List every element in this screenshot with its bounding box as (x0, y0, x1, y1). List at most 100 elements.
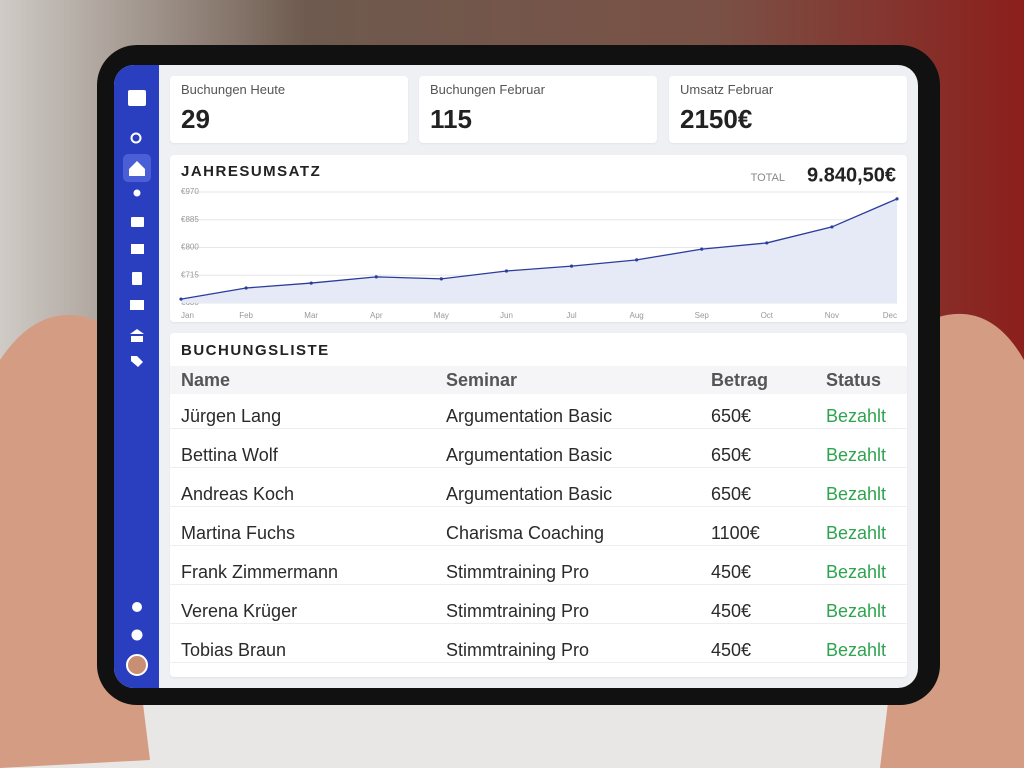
home-icon[interactable] (129, 161, 145, 176)
row-separator (170, 428, 907, 429)
y-tick-label: €800 (181, 243, 199, 252)
table-cell: Stimmtraining Pro (446, 640, 590, 660)
x-tick-label: Aug (630, 311, 644, 320)
money-icon[interactable] (130, 300, 144, 310)
status: Bezahlt (826, 523, 887, 543)
point (374, 275, 378, 279)
point (700, 247, 704, 251)
point (569, 264, 574, 268)
table-cell: Andreas Koch (181, 484, 295, 504)
stat-card: Buchungen Heute 29 (170, 76, 408, 143)
table-cell: Martina Fuchs (181, 523, 296, 543)
row-separator (170, 662, 907, 663)
point (179, 297, 183, 301)
point (830, 225, 834, 229)
table-cell: 650€ (711, 484, 752, 504)
table-cell: Bettina Wolf (181, 445, 278, 465)
table-cell: Stimmtraining Pro (446, 601, 590, 621)
status: Bezahlt (826, 484, 887, 504)
table-cell: 1100€ (711, 523, 760, 543)
mail-icon[interactable] (131, 244, 144, 254)
row-separator (170, 584, 907, 585)
user-icon[interactable] (133, 189, 141, 197)
x-tick-label: Apr (370, 311, 383, 320)
row-separator (170, 545, 907, 546)
x-tick-label: Oct (761, 311, 774, 320)
table-cell: Stimmtraining Pro (446, 562, 590, 582)
column-header: Status (826, 370, 882, 390)
point (309, 281, 313, 285)
table-cell: Tobias Braun (181, 640, 287, 660)
x-tick-label: Mar (304, 311, 318, 320)
tag-icon[interactable] (131, 356, 143, 367)
x-tick-label: Sep (695, 311, 710, 320)
status: Bezahlt (826, 445, 887, 465)
status: Bezahlt (826, 406, 887, 426)
table-header (170, 366, 907, 394)
help-icon[interactable] (131, 629, 143, 641)
point (765, 241, 769, 245)
table-cell: Verena Krüger (181, 601, 298, 621)
stat-value: 29 (181, 104, 210, 134)
chart-card: JAHRESUMSATZ TOTAL 9.840,50€ €630€715€80… (170, 155, 907, 322)
total-label: TOTAL (751, 172, 785, 184)
column-header: Betrag (711, 370, 769, 390)
ticket-icon[interactable] (131, 217, 144, 227)
logo[interactable] (128, 90, 146, 106)
table-card: BUCHUNGSLISTE Name Seminar Betrag Status Jür… (170, 333, 907, 677)
y-tick-label: €715 (181, 270, 199, 279)
table-cell: 450€ (711, 601, 752, 621)
table-title: BUCHUNGSLISTE (181, 342, 330, 359)
search-icon[interactable] (130, 132, 142, 144)
x-tick-label: Feb (239, 311, 253, 320)
table-cell: Argumentation Basic (446, 445, 613, 465)
y-tick-label: €885 (181, 215, 199, 224)
x-tick-label: Jan (181, 311, 194, 320)
table-cell: 650€ (711, 445, 752, 465)
table-cell: Argumentation Basic (446, 406, 613, 426)
x-tick-label: Dec (883, 311, 897, 320)
table-cell: 650€ (711, 406, 752, 426)
table-cell: Jürgen Lang (181, 406, 282, 426)
stat-label: Buchungen Heute (181, 82, 286, 97)
bank-icon[interactable] (130, 329, 144, 342)
invoice-icon[interactable] (132, 272, 142, 285)
x-tick-label: Nov (825, 311, 839, 320)
total-value: 9.840,50€ (807, 164, 896, 186)
table-cell: 450€ (711, 562, 752, 582)
row-separator (170, 506, 907, 507)
x-tick-label: Jul (566, 311, 576, 320)
table-cell: Charisma Coaching (446, 523, 605, 543)
chart: JAHRESUMSATZ TOTAL 9.840,50€ €630€715€80… (179, 163, 899, 320)
stat-label: Buchungen Februar (430, 82, 545, 97)
stat-card: Umsatz Februar 2150€ (669, 76, 907, 143)
table-cell: Argumentation Basic (446, 484, 613, 504)
point (504, 269, 509, 273)
stat-value: 2150€ (680, 104, 753, 134)
stat-value: 115 (430, 104, 472, 134)
table-cell: 450€ (711, 640, 752, 660)
sidebar (114, 65, 159, 688)
y-tick-label: €970 (181, 187, 199, 196)
column-header: Seminar (446, 370, 518, 390)
stat-card: Buchungen Februar 115 (419, 76, 657, 143)
status: Bezahlt (826, 601, 887, 621)
avatar[interactable] (126, 654, 148, 676)
table-cell: Frank Zimmermann (181, 562, 339, 582)
x-tick-label: Jun (500, 311, 513, 320)
row-separator (170, 623, 907, 624)
line (180, 198, 898, 300)
area (181, 198, 897, 303)
point (895, 197, 899, 201)
point (439, 277, 443, 281)
stat-label: Umsatz Februar (680, 82, 774, 97)
point (244, 286, 248, 290)
row-separator (170, 467, 907, 468)
status: Bezahlt (826, 562, 887, 582)
chart-title: JAHRESUMSATZ (181, 163, 321, 180)
settings-icon[interactable] (132, 602, 142, 612)
x-tick-label: May (434, 311, 449, 320)
status: Bezahlt (826, 640, 887, 660)
column-header: Name (181, 370, 231, 390)
